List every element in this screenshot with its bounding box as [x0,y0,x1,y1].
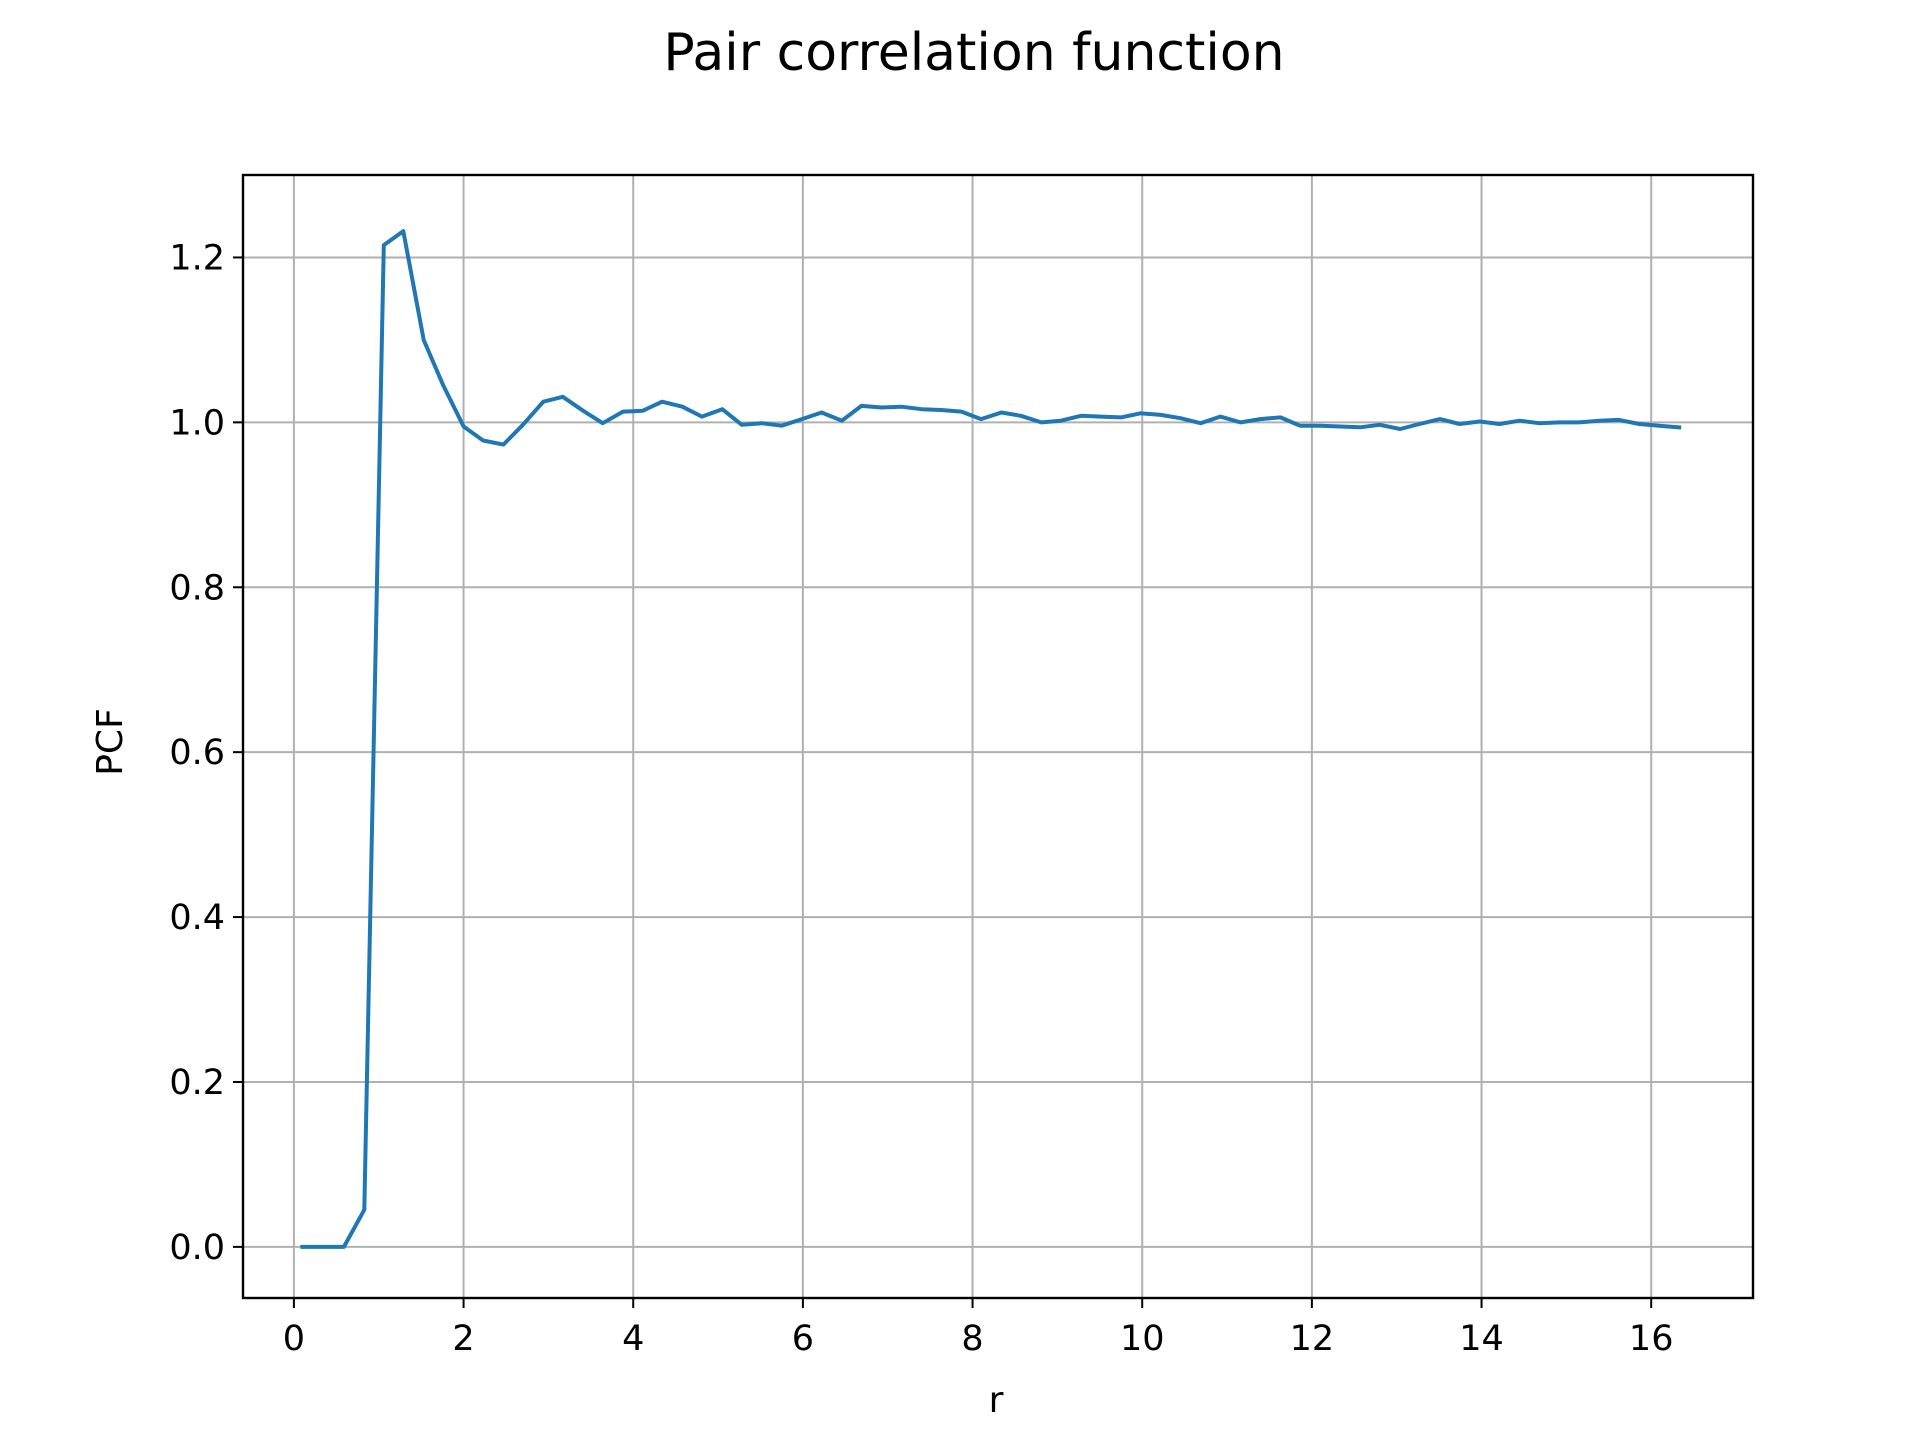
x-tick-label: 10 [1120,1319,1165,1359]
pcf-series-line [300,229,1682,1249]
x-tick-label: 0 [283,1319,305,1359]
x-tick-label: 16 [1629,1319,1674,1359]
y-tick-label: 0.6 [169,733,225,773]
y-tick-label: 0.4 [169,898,225,938]
plot-frame [241,173,1755,1300]
x-axis-label: r [989,1380,1004,1421]
x-tick-label: 2 [452,1319,474,1359]
grid-lines [243,175,1753,1298]
chart-title: Pair correlation function [663,23,1284,83]
x-tick-label: 8 [961,1319,983,1359]
axis-ticks: 0 2 4 6 8 10 12 14 16 0.0 0.2 0.4 0.6 0.8 1.0 1.2 [169,238,1673,1359]
x-tick-label: 14 [1459,1319,1504,1359]
y-tick-label: 0.2 [169,1063,225,1103]
x-tick-label: 4 [622,1319,644,1359]
x-tick-label: 12 [1290,1319,1335,1359]
y-tick-label: 1.0 [169,403,225,443]
y-axis-label: PCF [90,708,131,776]
series-layer [300,229,1682,1249]
x-tick-label: 6 [792,1319,814,1359]
y-tick-label: 0.8 [169,568,225,608]
y-tick-label: 0.0 [169,1228,225,1268]
y-tick-label: 1.2 [169,238,225,278]
